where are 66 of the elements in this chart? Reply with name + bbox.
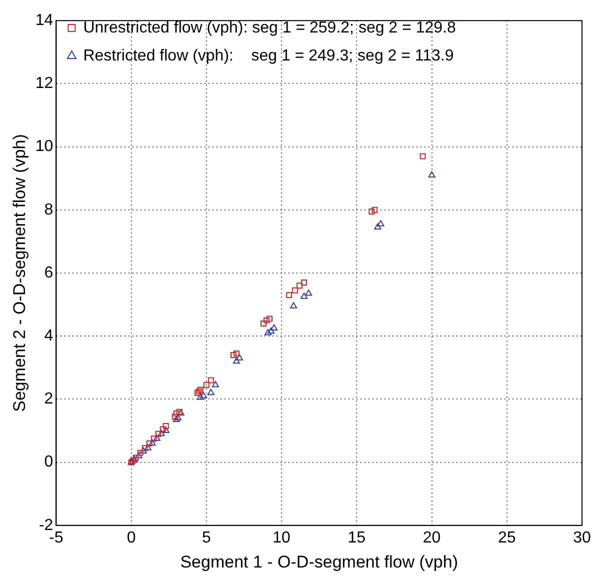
point xyxy=(428,171,436,178)
point xyxy=(203,382,210,388)
y-tick-label: 0 xyxy=(44,454,54,471)
x-tick-label: 30 xyxy=(573,529,591,546)
point xyxy=(300,292,308,299)
y-tick-label: 10 xyxy=(35,138,54,156)
point xyxy=(200,392,207,398)
point xyxy=(196,394,204,400)
point xyxy=(173,410,180,416)
point xyxy=(270,324,278,330)
point xyxy=(212,381,219,388)
point xyxy=(420,153,426,160)
point xyxy=(264,328,272,336)
point xyxy=(140,447,147,454)
point xyxy=(132,454,139,461)
point xyxy=(148,439,156,446)
point xyxy=(234,350,240,356)
point xyxy=(144,444,152,450)
point xyxy=(142,445,148,452)
point xyxy=(160,426,166,432)
point xyxy=(292,287,298,294)
y-tick-label: 14 xyxy=(35,12,54,30)
point xyxy=(377,220,384,226)
x-tick-label: 25 xyxy=(498,529,516,546)
point xyxy=(286,292,292,298)
point xyxy=(368,208,375,214)
y-tick-label: 8 xyxy=(44,201,54,218)
y-axis-title: Segment 2 - O-D-segment flow (vph) xyxy=(10,134,29,412)
point xyxy=(296,282,303,289)
x-tick-label: 20 xyxy=(422,529,441,546)
x-tick-label: 5 xyxy=(202,529,211,546)
y-tick-label: 4 xyxy=(44,328,54,345)
point xyxy=(153,434,160,441)
point xyxy=(162,426,170,433)
point xyxy=(232,357,240,364)
y-tick-label: 12 xyxy=(35,75,54,92)
point xyxy=(176,408,182,415)
y-tick-label: 6 xyxy=(44,264,54,282)
point xyxy=(230,352,236,358)
x-tick-label: 10 xyxy=(272,529,291,546)
point xyxy=(267,327,275,334)
y-tick-label: 2 xyxy=(44,390,54,408)
point xyxy=(172,414,178,420)
point xyxy=(236,354,244,360)
legend-label: Unrestricted flow (vph): seg 1 = 259.2; seg 2 = 129.8 xyxy=(83,19,456,36)
x-tick-label: 15 xyxy=(348,529,366,546)
point xyxy=(158,430,165,436)
x-tick-label: 0 xyxy=(126,529,136,546)
point xyxy=(146,440,152,446)
point xyxy=(207,388,214,396)
point xyxy=(290,302,298,308)
point xyxy=(264,317,270,324)
point xyxy=(260,320,266,326)
point xyxy=(266,316,272,322)
point xyxy=(137,450,144,456)
point xyxy=(135,452,142,458)
point xyxy=(155,430,162,437)
point xyxy=(162,423,169,429)
point xyxy=(305,290,312,296)
point xyxy=(208,377,214,384)
point xyxy=(150,436,157,442)
point xyxy=(372,206,378,213)
point xyxy=(374,223,382,230)
legend-label: Restricted flow (vph): seg 1 = 249.3; seg 2 = 113.9 xyxy=(83,47,454,64)
point xyxy=(301,279,308,286)
x-axis-title: Segment 1 - O-D-segment flow (vph) xyxy=(180,552,458,572)
